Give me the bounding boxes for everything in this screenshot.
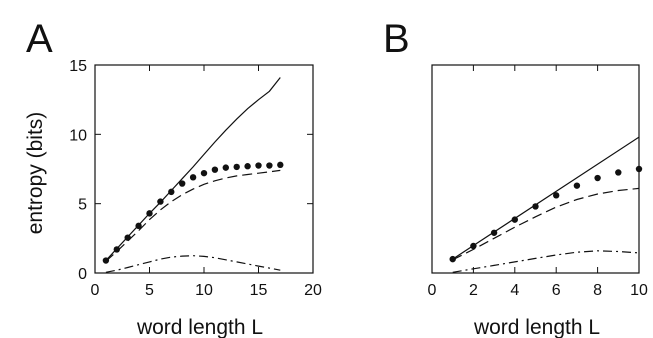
panel-b-x-tick-label: 0 — [428, 282, 437, 299]
panel-a-x-tick-label: 15 — [250, 282, 268, 299]
panel-a-data-point — [244, 163, 251, 170]
panel-a-ticks: 0 5 10 15 20 0 5 10 15 — [69, 58, 322, 299]
panel-a-x-tick-label: 10 — [195, 282, 213, 299]
panel-b-series — [449, 136, 643, 273]
panel-b-data-point — [553, 192, 560, 199]
panel-b-data-point — [532, 203, 539, 210]
panel-a: A entropy (bits) word length L 0 5 10 15 200… — [24, 17, 322, 338]
panel-a-data-point — [255, 162, 262, 169]
panel-b-letter: B — [383, 17, 410, 61]
panel-a-x-tick-label: 5 — [145, 282, 154, 299]
panel-a-series-dashed-line — [105, 169, 281, 262]
panel-a-data-point — [211, 166, 219, 173]
panel-a-series — [102, 77, 284, 273]
panel-a-y-axis-label: entropy (bits) — [24, 112, 47, 235]
panel-b: B word length L 0 2 4 6 8 10 — [383, 17, 648, 338]
panel-a-data-point — [266, 162, 273, 169]
panel-a-data-point — [189, 174, 197, 181]
panel-a-data-point — [222, 164, 229, 171]
panel-a-data-point — [277, 161, 284, 169]
panel-a-y-tick-label: 0 — [78, 266, 87, 283]
panel-a-data-point — [200, 169, 208, 177]
panel-a-data-point — [168, 188, 175, 196]
panel-b-data-point — [615, 169, 622, 176]
panel-b-x-tick-label: 2 — [469, 282, 478, 299]
panel-b-data-point — [635, 165, 643, 173]
panel-b-x-tick-label: 6 — [552, 282, 561, 299]
panel-b-data-point — [490, 229, 498, 236]
panel-a-data-point — [157, 198, 164, 205]
panel-b-x-axis-label: word length L — [473, 316, 600, 338]
panel-a-data-point — [179, 180, 186, 187]
panel-a-y-tick-label: 15 — [69, 58, 87, 75]
panel-a-y-tick-label: 5 — [78, 197, 87, 214]
panel-b-x-tick-label: 10 — [630, 282, 648, 299]
panel-b-x-tick-label: 4 — [510, 282, 519, 299]
panel-a-letter: A — [26, 17, 53, 61]
panel-a-plot-frame — [94, 64, 314, 274]
panel-a-x-tick-label: 0 — [91, 282, 100, 299]
panel-a-data-point — [135, 222, 142, 230]
panel-a-series-dash-dot-line — [105, 255, 281, 273]
panel-a-data-point — [233, 163, 240, 171]
panel-b-data-point — [594, 174, 601, 182]
panel-b-x-tick-label: 8 — [593, 282, 602, 299]
panel-a-x-tick-label: 20 — [304, 282, 322, 299]
panel-a-series-solid-line — [105, 77, 281, 261]
panel-b-series-dash-dot-line — [452, 250, 640, 273]
panel-b-plot-frame — [431, 64, 640, 274]
panel-a-data-point — [124, 234, 131, 241]
panel-a-y-tick-label: 10 — [69, 127, 87, 144]
panel-b-data-point — [470, 242, 477, 250]
panel-b-data-point — [511, 216, 518, 223]
panel-a-x-axis-label: word length L — [136, 316, 263, 338]
panel-b-data-point — [573, 182, 581, 189]
panel-b-ticks: 0 2 4 6 8 10 — [428, 65, 648, 299]
panel-b-series-solid-line — [452, 136, 640, 260]
panel-a-data-point — [113, 246, 121, 253]
panel-b-series-dashed-line — [452, 187, 640, 261]
panel-a-data-point — [146, 210, 153, 217]
